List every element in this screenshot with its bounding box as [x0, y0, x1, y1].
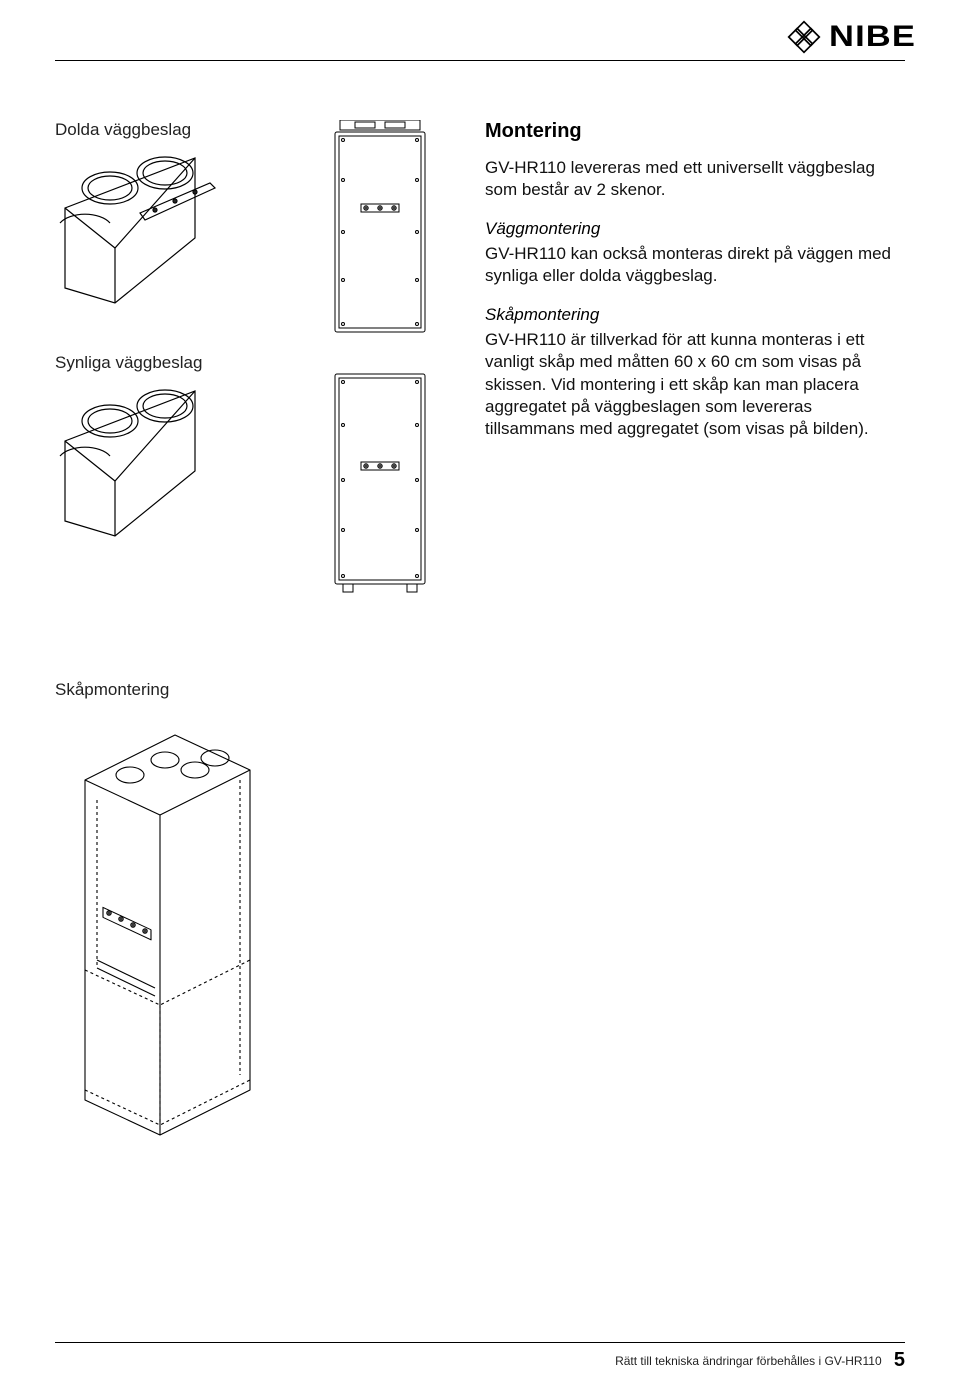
- illustration-cabinet: [55, 720, 285, 1140]
- brand-logo: NIBE: [787, 20, 905, 54]
- illustration-unit-dolda: [325, 120, 435, 340]
- paragraph-skap: GV-HR110 är tillverkad för att kunna mon…: [485, 329, 905, 439]
- intro-paragraph: GV-HR110 levereras med ett universellt v…: [485, 157, 905, 201]
- footer-note: Rätt till tekniska ändringar förbehålles…: [615, 1354, 882, 1368]
- label-synliga: Synliga väggbeslag: [55, 353, 325, 373]
- brand-header: NIBE: [787, 20, 905, 54]
- footer-text: Rätt till tekniska ändringar förbehålles…: [55, 1354, 905, 1368]
- illustration-unit-synliga: [325, 370, 435, 600]
- label-skapmontering: Skåpmontering: [55, 680, 905, 700]
- paragraph-vagg: GV-HR110 kan också monteras direkt på vä…: [485, 243, 905, 287]
- header-rule: [55, 60, 905, 61]
- footer-rule: [55, 1342, 905, 1343]
- illustration-bracket-synliga: [55, 381, 225, 551]
- subheading-vagg: Väggmontering: [485, 219, 905, 239]
- brand-name: NIBE: [829, 20, 916, 54]
- page-number: 5: [894, 1349, 905, 1372]
- label-dolda: Dolda väggbeslag: [55, 120, 325, 140]
- illustration-bracket-dolda: [55, 148, 225, 318]
- section-heading: Montering: [485, 120, 905, 143]
- brand-icon: [787, 20, 821, 54]
- subheading-skap: Skåpmontering: [485, 305, 905, 325]
